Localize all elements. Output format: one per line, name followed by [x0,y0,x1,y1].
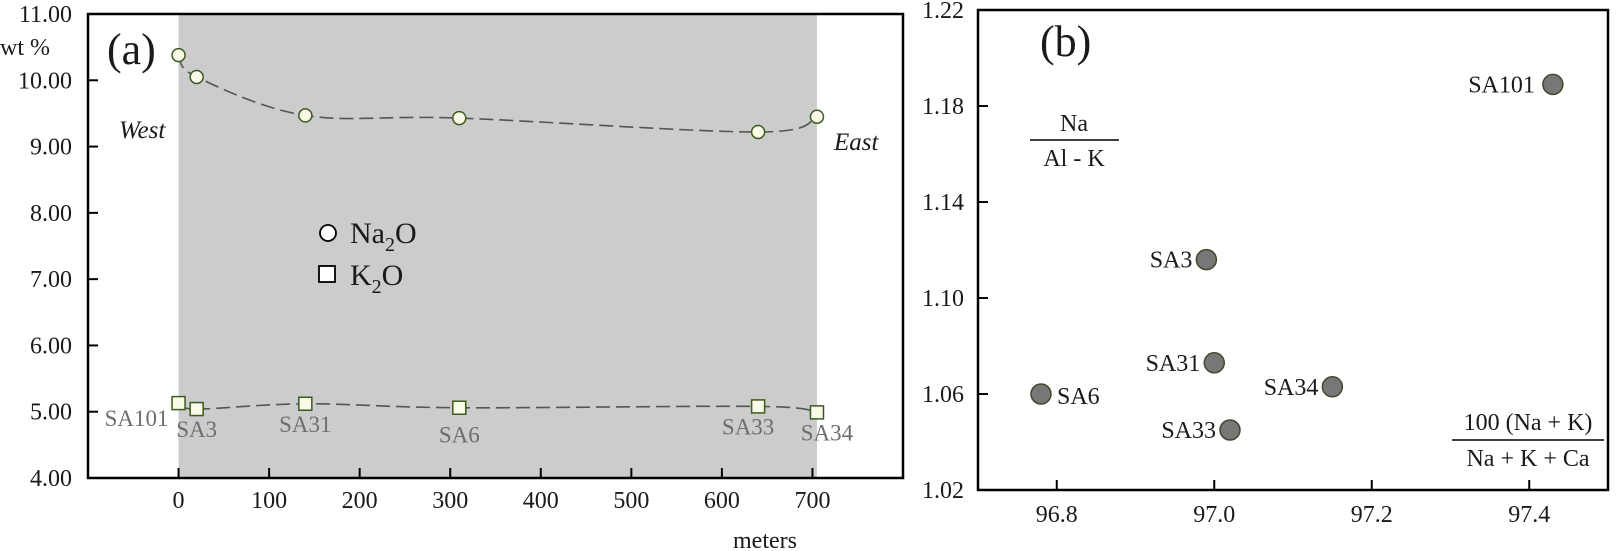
plot-frame-a [86,12,905,480]
data-point-k2o [452,400,467,415]
data-point-na2o [298,108,313,123]
x-tick-label-a: 500 [613,488,649,514]
panel-label-b: (b) [1040,17,1091,66]
y-tick-label-a: 4.00 [30,466,72,492]
x-tick-label-a: 300 [432,488,468,514]
data-point-k2o [298,396,313,412]
series-line-na2o [177,54,818,133]
point-label-b: SA6 [1057,384,1100,410]
y-label-denominator: Al - K [1043,146,1105,172]
point-label-b: SA33 [1161,418,1216,444]
point-label-a: SA34 [801,420,854,445]
legend-marker-na2o [319,224,337,242]
scatter-point [1195,248,1218,271]
legend-label-na2o: Na2O [350,217,417,256]
x-label-numerator: 100 (Na + K) [1464,410,1593,436]
y-tick-label-b: 1.14 [922,190,964,216]
x-tick-label-b: 97.2 [1351,502,1393,528]
scatter-point [1030,383,1052,405]
data-point-na2o [809,109,825,124]
point-label-a: SA6 [439,423,480,448]
point-label-b: SA31 [1146,351,1201,377]
y-tick-label-a: 9.00 [30,135,72,161]
panel-label-a: (a) [107,25,156,74]
x-tick-label-b: 97.4 [1508,502,1550,528]
y-tick-label-a: 6.00 [30,333,72,359]
x-tick-label-a: 100 [251,488,287,514]
legend-marker-k2o [318,265,336,283]
scatter-point [1219,419,1241,441]
point-label-b: SA3 [1150,248,1193,274]
data-point-na2o [452,110,467,126]
y-tick-label-a: 7.00 [30,267,72,293]
y-tick-label-a: 10.00 [18,68,72,94]
y-axis-label-a: wt % [0,35,50,61]
data-point-na2o [750,124,766,140]
x-tick-label-b: 96.8 [1036,502,1078,528]
shaded-region [178,14,817,478]
y-axis-label-b: Na Al - K [1030,111,1119,172]
point-label-a: SA31 [279,412,331,437]
data-point-k2o [809,405,825,420]
y-tick-label-b: 1.02 [922,478,964,504]
scatter-point [1203,352,1225,374]
scatter-point [1321,376,1344,398]
data-point-na2o [189,69,204,85]
y-tick-label-b: 1.18 [922,94,964,120]
scatter-point [1542,73,1564,96]
x-tick-label-a: 700 [794,488,830,514]
east-annotation: East [833,129,880,156]
x-label-denominator: Na + K + Ca [1466,446,1589,472]
legend: Na2O K2O [318,217,417,298]
west-annotation: West [119,117,166,144]
y-tick-label-a: 8.00 [30,201,72,227]
plot-frame-b [976,8,1610,492]
data-point-k2o [189,401,204,417]
point-label-a: SA33 [722,414,774,439]
x-axis-label-b: 100 (Na + K) Na + K + Ca [1452,410,1604,472]
point-label-b: SA101 [1468,72,1535,98]
x-tick-label-a: 600 [704,488,740,514]
panel-a-line-chart: SA101 SA3 SA31 SA6 SA33 SA34 4.00 5.00 6.00 7.00… [0,2,905,551]
point-label-a: SA101 [105,406,169,431]
y-tick-label-b: 1.10 [922,286,964,312]
x-tick-label-b: 97.0 [1193,502,1235,528]
y-tick-label-a: 5.00 [30,400,72,426]
data-point-k2o [171,395,186,411]
y-tick-label-b: 1.22 [922,0,964,24]
x-axis-label-a: meters [733,528,797,551]
legend-label-k2o: K2O [350,259,403,298]
data-point-k2o [750,399,766,414]
x-tick-label-a: 200 [342,488,378,514]
x-tick-label-a: 0 [173,488,185,514]
x-tick-label-a: 400 [523,488,559,514]
data-point-na2o [171,47,186,63]
point-label-b: SA34 [1264,375,1319,401]
y-tick-label-a: 11.00 [19,2,72,28]
y-tick-label-b: 1.06 [922,382,964,408]
panel-b-scatter-chart: 1.02 1.06 1.10 1.14 1.18 1.22 96.8 97.0 97.2 97.… [922,0,1610,528]
point-label-a: SA3 [176,417,217,442]
y-label-numerator: Na [1060,111,1088,137]
